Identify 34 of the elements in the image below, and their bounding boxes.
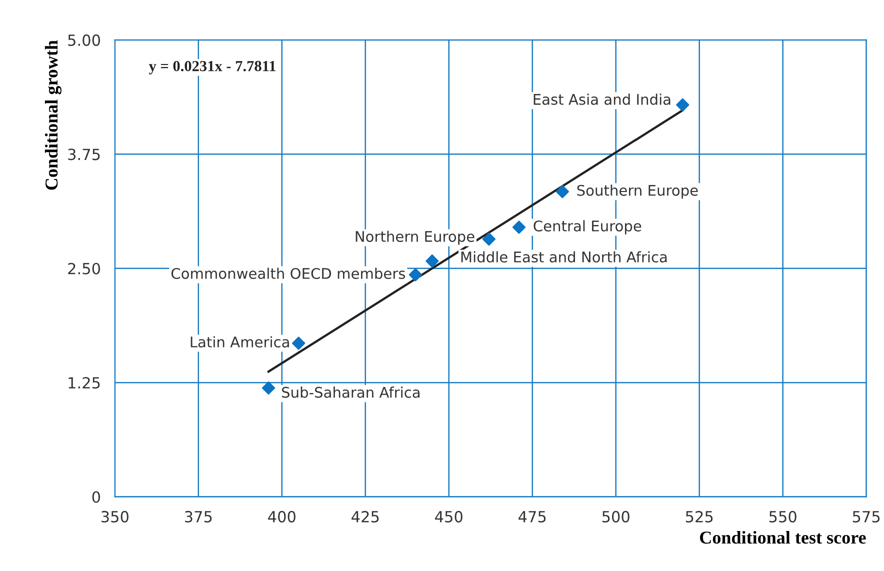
point	[676, 98, 690, 112]
point	[482, 232, 496, 246]
x-tick-label: 575	[852, 511, 880, 522]
annotation: East Asia and India	[534, 94, 670, 105]
y-tick-label: 1.25	[68, 377, 100, 389]
x-tick-label: 375	[184, 510, 212, 522]
annotation: y = 0.0231x - 7.7811	[148, 60, 276, 74]
x-tick-label: 550	[769, 510, 796, 522]
annotation: Central Europe	[534, 220, 642, 234]
annotation: Northern Europe	[356, 230, 474, 245]
y-axis-title: Conditional growth	[44, 40, 62, 190]
point	[426, 254, 439, 268]
x-tick-label: 425	[352, 510, 379, 522]
annotation: Commonwealth OECD members	[171, 268, 406, 279]
x-tick-label: 475	[518, 511, 546, 522]
annotation: Sub-Saharan Africa	[282, 386, 420, 398]
y-tick-label: 3.75	[68, 148, 100, 160]
point	[512, 220, 526, 234]
point	[556, 185, 570, 198]
x-tick-label: 500	[602, 510, 630, 522]
y-tick-label: 0	[92, 491, 100, 503]
point	[292, 336, 306, 350]
y-tick-label: 5.00	[68, 34, 100, 46]
point	[408, 268, 422, 282]
y-tick-label: 2.50	[68, 262, 100, 274]
annotation: Middle East and North Africa	[461, 251, 667, 263]
annotation: Southern Europe	[577, 184, 698, 199]
annotation: Latin America	[190, 336, 289, 348]
x-tick-label: 450	[435, 510, 462, 522]
x-axis-title: Conditional test score	[700, 531, 866, 544]
x-tick-label: 350	[102, 510, 128, 522]
x-tick-label: 525	[686, 510, 713, 522]
x-tick-label: 400	[268, 510, 296, 522]
point	[262, 381, 276, 395]
